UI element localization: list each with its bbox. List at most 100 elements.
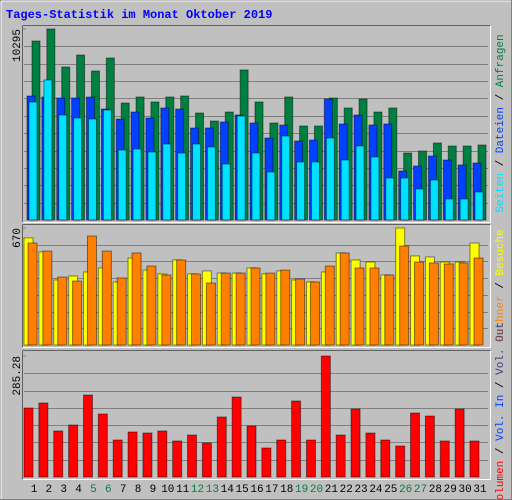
x-tick-label: 28 [429,484,442,496]
x-tick-label: 29 [444,484,457,496]
bar [53,430,64,478]
bar [127,431,138,478]
bar [399,245,410,346]
bar [235,272,246,346]
bar [474,191,484,221]
legend-entry: Volumen [495,461,507,500]
bar [380,439,391,478]
bar [23,407,34,478]
bar [428,262,439,346]
bar [72,280,83,346]
bar [335,434,346,478]
bar [385,177,395,221]
bar [116,277,127,346]
bar [82,394,93,478]
x-tick-label: 21 [325,484,339,496]
bar [325,137,335,221]
bar [266,171,276,221]
bar [444,198,454,221]
bar [340,159,350,221]
bar [458,262,469,346]
bar [395,445,406,478]
legend-entry: Besuche [495,229,507,275]
x-tick-label: 4 [75,484,82,496]
bar [250,267,261,346]
x-tick-label: 17 [265,484,278,496]
bar [291,400,302,478]
x-tick-label: 18 [280,484,293,496]
legend-entry: Vol. In [495,395,507,441]
x-tick-label: 7 [120,484,127,496]
bar [251,152,261,221]
bar [324,265,335,346]
legend-separator: / [495,441,507,461]
y-tick-label: 285.28 [12,356,24,396]
bar [205,282,216,346]
bar [57,276,68,346]
bar [117,149,127,221]
bar [147,151,157,221]
bar [281,135,291,221]
bar [320,355,331,478]
bar [415,188,425,221]
bar [276,439,287,478]
legend-separator: / [495,153,507,173]
bar [43,79,53,221]
bar [68,424,79,478]
bar [246,425,257,478]
bar [191,273,202,346]
x-tick-label: 31 [473,484,487,496]
bar [439,440,450,478]
x-tick-label: 15 [236,484,249,496]
x-tick-label: 8 [135,484,142,496]
bar [27,242,38,346]
bar [132,148,142,221]
bar [192,143,202,221]
bar [221,163,231,221]
x-tick-label: 25 [384,484,397,496]
chart-title: Tages-Statistik im Monat Oktober 2019 [6,8,272,22]
bar [355,145,365,221]
legend: Volumen / Vol. In / Vol. Out [495,322,507,500]
bar [384,274,395,346]
bar [87,118,97,221]
x-tick-label: 27 [414,484,427,496]
x-tick-label: 10 [161,484,174,496]
bar [220,272,231,346]
bar [58,114,68,221]
bar [201,442,212,478]
bar [177,152,187,221]
bar [162,143,172,221]
bar [370,156,380,221]
bar [265,272,276,346]
x-tick-label: 9 [150,484,157,496]
x-tick-label: 22 [340,484,353,496]
legend-separator: / [495,87,507,107]
x-tick-label: 20 [310,484,323,496]
x-tick-label: 23 [354,484,367,496]
bar [28,101,38,221]
bar [459,198,469,221]
x-tick-label: 24 [369,484,383,496]
x-tick-label: 19 [295,484,308,496]
bar [339,252,350,346]
bar [86,235,97,346]
bar [369,267,380,346]
bar [280,269,291,346]
bar [354,267,365,346]
legend: Seiten / Dateien / Anfragen [495,34,507,212]
bar [296,161,306,221]
bar [172,440,183,478]
bar [236,115,246,221]
x-tick-label: 1 [31,484,38,496]
bar [73,117,83,221]
bar [414,261,425,346]
bar [161,274,172,346]
bar [350,408,361,478]
legend-entry: Seiten [495,173,507,213]
bar [176,259,187,346]
y-tick-label: 10295 [12,29,24,62]
x-tick-label: 12 [191,484,204,496]
bar [424,415,435,478]
x-tick-label: 6 [105,484,112,496]
